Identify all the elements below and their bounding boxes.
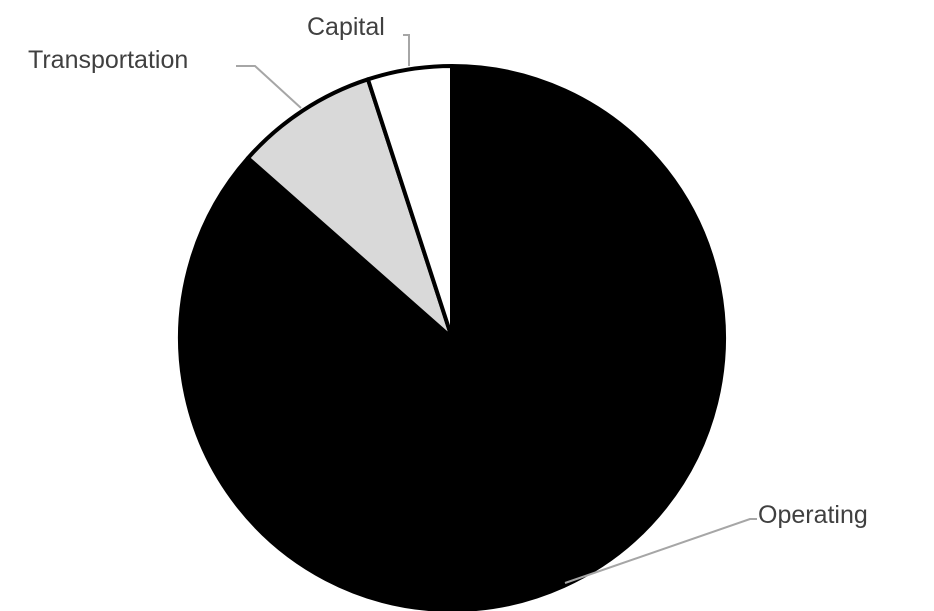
leader-line-operating (564, 518, 757, 584)
slice-label-operating: Operating (758, 501, 868, 529)
pie-slices (178, 64, 726, 611)
slice-label-capital: Capital (307, 13, 385, 41)
leader-line-transportation (236, 65, 302, 109)
slice-labels: Operating Transportation Capital (28, 13, 868, 529)
pie-slice-capital (365, 64, 454, 340)
slice-label-transportation: Transportation (28, 46, 188, 74)
leader-line-capital (403, 34, 410, 66)
leader-lines (236, 34, 757, 584)
pie-slice-transportation (245, 77, 454, 340)
